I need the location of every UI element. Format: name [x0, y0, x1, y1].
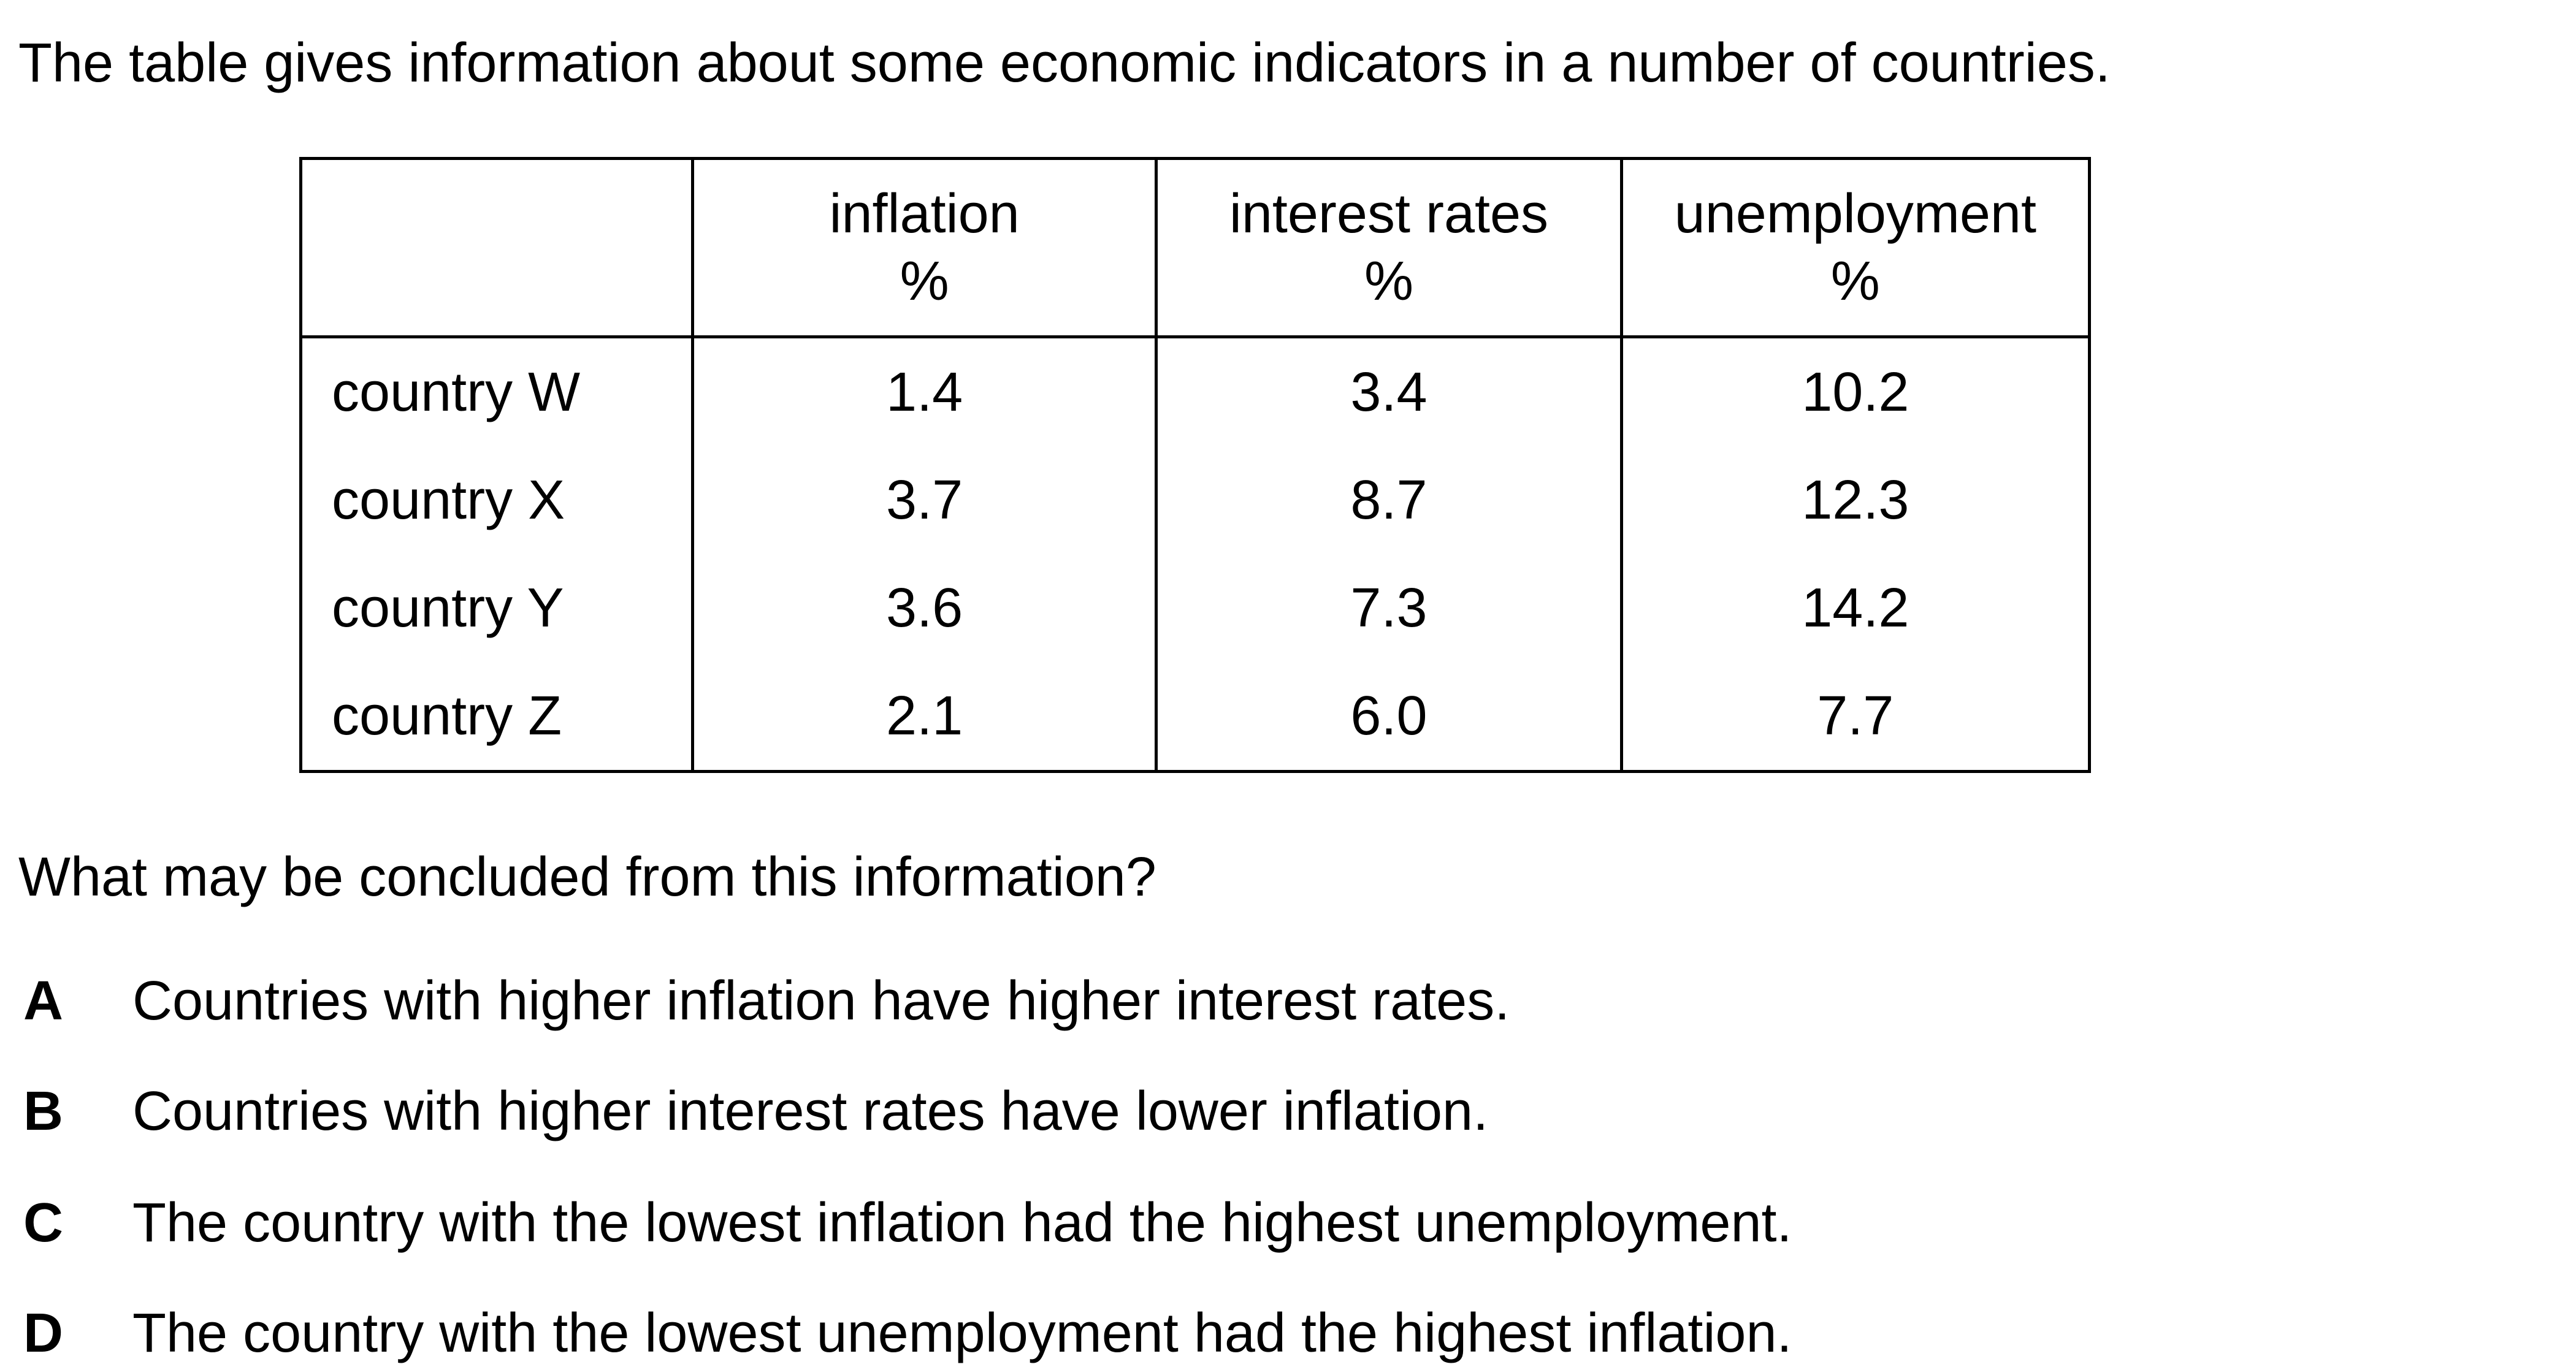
- option-d-text: The country with the lowest unemployment…: [132, 1303, 1792, 1364]
- header-empty-cell: [299, 157, 694, 338]
- table-row: country W 1.4 3.4 10.2: [299, 337, 2092, 446]
- header-inflation-label: inflation: [829, 183, 1020, 245]
- option-c-letter: C: [23, 1192, 63, 1254]
- header-inflation: inflation %: [690, 157, 1158, 338]
- unemployment-cell: 10.2: [1619, 337, 2092, 446]
- interest-cell: 3.4: [1155, 337, 1623, 446]
- table-row: country Z 2.1 6.0 7.7: [299, 662, 2092, 773]
- economic-indicators-table: inflation % interest rates % unemploymen…: [299, 157, 2092, 773]
- header-interest-rates: interest rates %: [1155, 157, 1623, 338]
- unemployment-cell: 12.3: [1619, 446, 2092, 554]
- country-cell: country X: [299, 446, 694, 554]
- header-unemployment: unemployment %: [1619, 157, 2092, 338]
- header-unemployment-unit: %: [1830, 251, 1880, 312]
- intro-text: The table gives information about some e…: [18, 32, 2111, 94]
- inflation-cell: 2.1: [690, 662, 1158, 773]
- interest-cell: 8.7: [1155, 446, 1623, 554]
- header-inflation-unit: %: [900, 251, 949, 312]
- question-text: What may be concluded from this informat…: [18, 847, 1156, 908]
- country-cell: country Y: [299, 554, 694, 662]
- header-interest-rates-label: interest rates: [1229, 183, 1549, 245]
- country-cell: country W: [299, 337, 694, 446]
- inflation-cell: 1.4: [690, 337, 1158, 446]
- unemployment-cell: 7.7: [1619, 662, 2092, 773]
- header-interest-rates-unit: %: [1364, 251, 1413, 312]
- interest-cell: 6.0: [1155, 662, 1623, 773]
- inflation-cell: 3.6: [690, 554, 1158, 662]
- option-c-text: The country with the lowest inflation ha…: [132, 1192, 1792, 1254]
- option-d-letter: D: [23, 1303, 63, 1364]
- country-cell: country Z: [299, 662, 694, 773]
- header-unemployment-label: unemployment: [1674, 183, 2036, 245]
- inflation-cell: 3.7: [690, 446, 1158, 554]
- option-a-letter: A: [23, 970, 63, 1032]
- option-b-text: Countries with higher interest rates hav…: [132, 1081, 1489, 1142]
- table-header-row: inflation % interest rates % unemploymen…: [299, 157, 2092, 338]
- option-a-text: Countries with higher inflation have hig…: [132, 970, 1510, 1032]
- interest-cell: 7.3: [1155, 554, 1623, 662]
- option-b-letter: B: [23, 1081, 63, 1142]
- table-row: country X 3.7 8.7 12.3: [299, 446, 2092, 554]
- unemployment-cell: 14.2: [1619, 554, 2092, 662]
- table-row: country Y 3.6 7.3 14.2: [299, 554, 2092, 662]
